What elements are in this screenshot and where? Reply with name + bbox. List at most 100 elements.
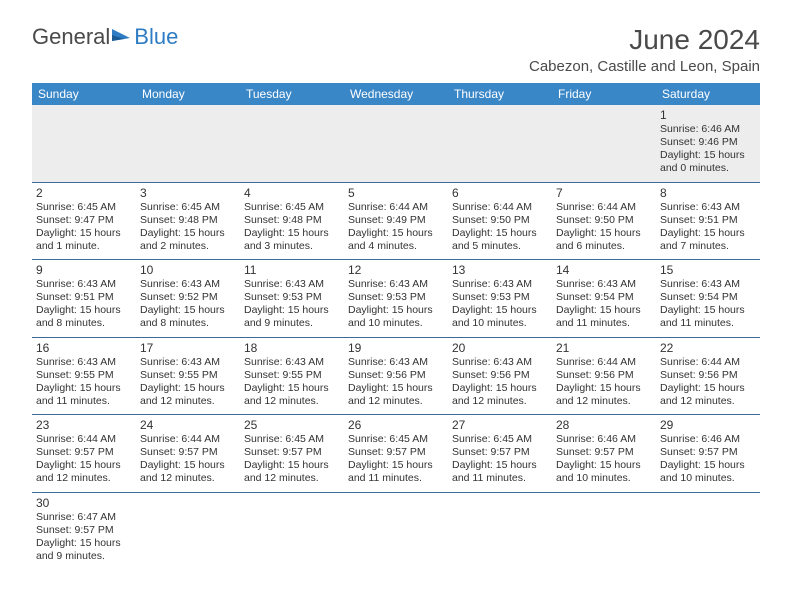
flag-icon bbox=[110, 26, 134, 49]
day-detail: Daylight: 15 hours bbox=[140, 227, 236, 240]
day-detail: Daylight: 15 hours bbox=[36, 382, 132, 395]
day-detail: Sunset: 9:57 PM bbox=[36, 524, 132, 537]
day-cell bbox=[136, 493, 240, 570]
day-cell: 7Sunrise: 6:44 AMSunset: 9:50 PMDaylight… bbox=[552, 183, 656, 260]
day-cell: 15Sunrise: 6:43 AMSunset: 9:54 PMDayligh… bbox=[656, 260, 760, 337]
day-number: 12 bbox=[348, 263, 444, 277]
day-detail: Daylight: 15 hours bbox=[36, 537, 132, 550]
day-detail: Daylight: 15 hours bbox=[348, 304, 444, 317]
day-number: 14 bbox=[556, 263, 652, 277]
day-number: 23 bbox=[36, 418, 132, 432]
day-detail: Daylight: 15 hours bbox=[452, 304, 548, 317]
day-number: 18 bbox=[244, 341, 340, 355]
day-detail: Sunrise: 6:46 AM bbox=[556, 433, 652, 446]
day-detail: Daylight: 15 hours bbox=[140, 382, 236, 395]
day-detail: Sunrise: 6:45 AM bbox=[244, 433, 340, 446]
day-cell: 4Sunrise: 6:45 AMSunset: 9:48 PMDaylight… bbox=[240, 183, 344, 260]
day-cell: 11Sunrise: 6:43 AMSunset: 9:53 PMDayligh… bbox=[240, 260, 344, 337]
day-detail: Sunset: 9:57 PM bbox=[244, 446, 340, 459]
day-number: 11 bbox=[244, 263, 340, 277]
day-detail: and 10 minutes. bbox=[348, 317, 444, 330]
day-cell bbox=[552, 493, 656, 570]
day-detail: Sunset: 9:57 PM bbox=[348, 446, 444, 459]
day-detail: Sunrise: 6:43 AM bbox=[660, 201, 756, 214]
day-number: 5 bbox=[348, 186, 444, 200]
day-cell: 30Sunrise: 6:47 AMSunset: 9:57 PMDayligh… bbox=[32, 493, 136, 570]
day-detail: Daylight: 15 hours bbox=[556, 382, 652, 395]
day-detail: Sunset: 9:53 PM bbox=[348, 291, 444, 304]
day-detail: and 12 minutes. bbox=[244, 472, 340, 485]
day-cell: 2Sunrise: 6:45 AMSunset: 9:47 PMDaylight… bbox=[32, 183, 136, 260]
day-detail: Daylight: 15 hours bbox=[556, 227, 652, 240]
day-detail: Daylight: 15 hours bbox=[36, 304, 132, 317]
day-cell: 21Sunrise: 6:44 AMSunset: 9:56 PMDayligh… bbox=[552, 338, 656, 415]
day-cell bbox=[32, 105, 136, 182]
calendar: SundayMondayTuesdayWednesdayThursdayFrid… bbox=[32, 83, 760, 569]
day-cell: 16Sunrise: 6:43 AMSunset: 9:55 PMDayligh… bbox=[32, 338, 136, 415]
day-cell: 14Sunrise: 6:43 AMSunset: 9:54 PMDayligh… bbox=[552, 260, 656, 337]
day-number: 13 bbox=[452, 263, 548, 277]
day-cell: 19Sunrise: 6:43 AMSunset: 9:56 PMDayligh… bbox=[344, 338, 448, 415]
day-number: 15 bbox=[660, 263, 756, 277]
day-detail: Sunset: 9:57 PM bbox=[452, 446, 548, 459]
day-number: 21 bbox=[556, 341, 652, 355]
day-detail: Sunset: 9:54 PM bbox=[660, 291, 756, 304]
day-detail: and 6 minutes. bbox=[556, 240, 652, 253]
day-cell: 10Sunrise: 6:43 AMSunset: 9:52 PMDayligh… bbox=[136, 260, 240, 337]
day-detail: and 11 minutes. bbox=[36, 395, 132, 408]
day-number: 27 bbox=[452, 418, 548, 432]
day-cell: 22Sunrise: 6:44 AMSunset: 9:56 PMDayligh… bbox=[656, 338, 760, 415]
day-detail: Daylight: 15 hours bbox=[452, 227, 548, 240]
day-number: 10 bbox=[140, 263, 236, 277]
title-block: June 2024 Cabezon, Castille and Leon, Sp… bbox=[529, 24, 760, 75]
day-detail: Sunrise: 6:43 AM bbox=[140, 356, 236, 369]
day-number: 17 bbox=[140, 341, 236, 355]
day-detail: Sunrise: 6:43 AM bbox=[140, 278, 236, 291]
day-cell bbox=[552, 105, 656, 182]
day-detail: Daylight: 15 hours bbox=[36, 459, 132, 472]
day-detail: Sunrise: 6:47 AM bbox=[36, 511, 132, 524]
header: General Blue June 2024 Cabezon, Castille… bbox=[32, 24, 760, 75]
day-detail: Sunset: 9:57 PM bbox=[660, 446, 756, 459]
day-detail: Sunrise: 6:44 AM bbox=[140, 433, 236, 446]
day-number: 19 bbox=[348, 341, 444, 355]
day-number: 24 bbox=[140, 418, 236, 432]
day-cell: 3Sunrise: 6:45 AMSunset: 9:48 PMDaylight… bbox=[136, 183, 240, 260]
week-row: 16Sunrise: 6:43 AMSunset: 9:55 PMDayligh… bbox=[32, 338, 760, 416]
day-detail: Sunrise: 6:45 AM bbox=[244, 201, 340, 214]
day-detail: Sunrise: 6:43 AM bbox=[36, 278, 132, 291]
weekday-header: Sunday bbox=[32, 83, 136, 105]
day-number: 29 bbox=[660, 418, 756, 432]
day-detail: and 9 minutes. bbox=[244, 317, 340, 330]
day-detail: Sunrise: 6:45 AM bbox=[36, 201, 132, 214]
day-detail: Daylight: 15 hours bbox=[244, 227, 340, 240]
day-cell bbox=[344, 493, 448, 570]
day-detail: Daylight: 15 hours bbox=[660, 227, 756, 240]
day-detail: Sunset: 9:54 PM bbox=[556, 291, 652, 304]
day-detail: Daylight: 15 hours bbox=[452, 382, 548, 395]
day-detail: Daylight: 15 hours bbox=[36, 227, 132, 240]
day-detail: and 11 minutes. bbox=[556, 317, 652, 330]
day-number: 28 bbox=[556, 418, 652, 432]
day-detail: Sunset: 9:46 PM bbox=[660, 136, 756, 149]
day-number: 25 bbox=[244, 418, 340, 432]
day-detail: Sunrise: 6:43 AM bbox=[452, 278, 548, 291]
weekday-header: Monday bbox=[136, 83, 240, 105]
day-detail: Daylight: 15 hours bbox=[244, 459, 340, 472]
day-detail: Daylight: 15 hours bbox=[244, 304, 340, 317]
day-detail: Sunset: 9:53 PM bbox=[244, 291, 340, 304]
day-detail: and 11 minutes. bbox=[452, 472, 548, 485]
day-detail: Sunset: 9:55 PM bbox=[140, 369, 236, 382]
day-cell bbox=[344, 105, 448, 182]
weekday-header-row: SundayMondayTuesdayWednesdayThursdayFrid… bbox=[32, 83, 760, 105]
day-number: 30 bbox=[36, 496, 132, 510]
day-number: 2 bbox=[36, 186, 132, 200]
logo-text-blue: Blue bbox=[134, 24, 178, 50]
day-detail: Sunset: 9:48 PM bbox=[140, 214, 236, 227]
day-detail: and 10 minutes. bbox=[660, 472, 756, 485]
day-detail: and 12 minutes. bbox=[556, 395, 652, 408]
day-detail: Sunrise: 6:44 AM bbox=[348, 201, 444, 214]
day-detail: Daylight: 15 hours bbox=[244, 382, 340, 395]
weekday-header: Saturday bbox=[656, 83, 760, 105]
day-detail: and 12 minutes. bbox=[36, 472, 132, 485]
